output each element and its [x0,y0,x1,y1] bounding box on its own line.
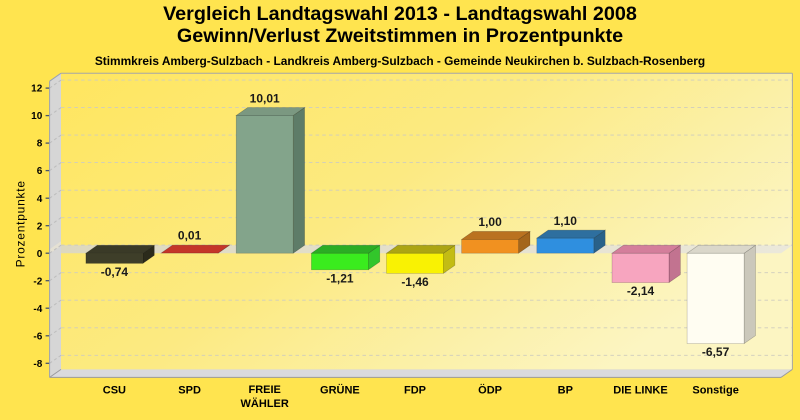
svg-text:8: 8 [37,139,43,150]
svg-text:DIE LINKE: DIE LINKE [613,384,667,396]
svg-text:Sonstige: Sonstige [692,384,738,396]
svg-text:0,01: 0,01 [178,229,202,243]
svg-text:-1,21: -1,21 [326,271,354,285]
svg-text:-4: -4 [33,304,42,315]
svg-text:WÄHLER: WÄHLER [241,397,289,410]
svg-text:12: 12 [31,84,43,95]
svg-text:-2,14: -2,14 [627,284,655,298]
svg-text:1,10: 1,10 [554,214,578,228]
svg-text:10: 10 [31,111,43,122]
svg-text:-2: -2 [33,276,42,287]
svg-text:-6,57: -6,57 [702,345,730,359]
svg-text:Prozentpunkte: Prozentpunkte [14,180,28,267]
svg-text:GRÜNE: GRÜNE [320,383,360,396]
svg-text:BP: BP [558,384,573,396]
svg-text:2: 2 [37,221,43,232]
svg-text:ÖDP: ÖDP [478,383,502,396]
svg-text:0: 0 [37,249,43,260]
svg-text:-8: -8 [33,359,42,370]
svg-text:6: 6 [37,166,43,177]
svg-text:10,01: 10,01 [250,91,280,105]
svg-text:-1,46: -1,46 [401,275,429,289]
svg-text:FDP: FDP [404,384,426,396]
svg-text:-0,74: -0,74 [101,265,129,279]
svg-text:-6: -6 [33,331,42,342]
svg-text:CSU: CSU [103,384,126,396]
svg-text:1,00: 1,00 [478,215,502,229]
svg-text:SPD: SPD [178,384,201,396]
svg-text:4: 4 [37,194,43,205]
svg-text:FREIE: FREIE [248,384,280,396]
